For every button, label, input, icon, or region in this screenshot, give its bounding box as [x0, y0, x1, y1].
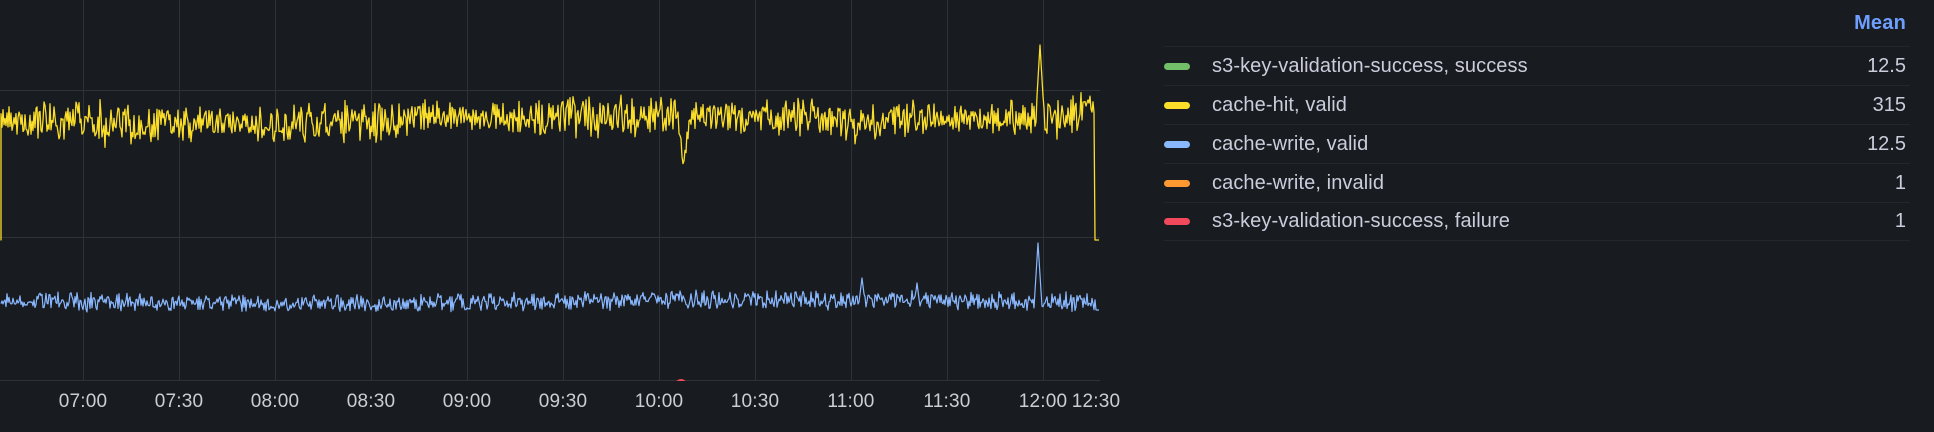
legend: Mean s3-key-validation-success, success 1…	[1124, 0, 1934, 432]
legend-color-swatch[interactable]	[1164, 101, 1190, 109]
legend-series-label[interactable]: s3-key-validation-success, failure	[1212, 210, 1510, 232]
annotation-markers[interactable]	[675, 379, 687, 381]
annotation-marker-icon[interactable]	[675, 379, 687, 381]
x-axis-tick-label: 10:00	[634, 391, 684, 412]
legend-row[interactable]: s3-key-validation-success, failure 1	[1164, 202, 1910, 241]
legend-series-label[interactable]: cache-write, valid	[1212, 132, 1369, 155]
x-axis-tick-label: 09:00	[442, 391, 492, 412]
x-axis-tick-label: 10:30	[730, 391, 780, 412]
legend-color-swatch[interactable]	[1164, 62, 1190, 70]
series-line-cache-write-valid	[0, 242, 1099, 313]
plot-svg	[0, 0, 1100, 381]
x-axis-tick-label: 07:00	[58, 391, 108, 412]
legend-mean-value: 1	[1894, 171, 1906, 194]
legend-column-header-mean[interactable]: Mean	[1854, 11, 1906, 34]
legend-rows: s3-key-validation-success, success 12.5 ca…	[1164, 46, 1910, 241]
legend-row[interactable]: s3-key-validation-success, success 12.5	[1164, 46, 1910, 85]
legend-row[interactable]: cache-write, invalid 1	[1164, 163, 1910, 202]
x-axis-tick-label: 12:30	[1071, 391, 1121, 412]
legend-mean-value: 12.5	[1867, 54, 1906, 77]
x-axis-tick-label: 07:30	[154, 391, 204, 412]
legend-color-swatch[interactable]	[1164, 140, 1190, 148]
x-axis-tick-label: 08:30	[346, 391, 396, 412]
series-lines	[0, 44, 1099, 313]
plot-region: 07:00 07:30 08:00 08:30 09:00 09:30 10:00 10:30…	[0, 0, 1124, 432]
gridlines	[0, 0, 1100, 381]
legend-mean-value: 12.5	[1867, 132, 1906, 155]
legend-color-swatch[interactable]	[1164, 179, 1190, 187]
x-axis-tick-label: 11:00	[827, 391, 875, 412]
legend-mean-value: 315	[1872, 93, 1906, 116]
legend-series-label[interactable]: s3-key-validation-success, success	[1212, 54, 1528, 77]
series-line-cache-hit-valid	[0, 44, 1099, 241]
plot-area[interactable]	[0, 0, 1100, 381]
x-axis-tick-label: 12:00	[1018, 391, 1068, 412]
legend-series-label[interactable]: cache-hit, valid	[1212, 93, 1347, 116]
x-axis: 07:00 07:30 08:00 08:30 09:00 09:30 10:00 10:30…	[0, 381, 1124, 432]
legend-mean-value: 1	[1894, 210, 1906, 232]
legend-row[interactable]: cache-hit, valid 315	[1164, 85, 1910, 124]
legend-header: Mean	[1164, 0, 1910, 46]
legend-series-label[interactable]: cache-write, invalid	[1212, 171, 1385, 194]
x-axis-tick-label: 08:00	[250, 391, 300, 412]
x-axis-tick-label: 11:30	[923, 391, 971, 412]
legend-row[interactable]: cache-write, valid 12.5	[1164, 124, 1910, 163]
x-axis-tick-label: 09:30	[538, 391, 588, 412]
legend-color-swatch[interactable]	[1164, 218, 1190, 225]
